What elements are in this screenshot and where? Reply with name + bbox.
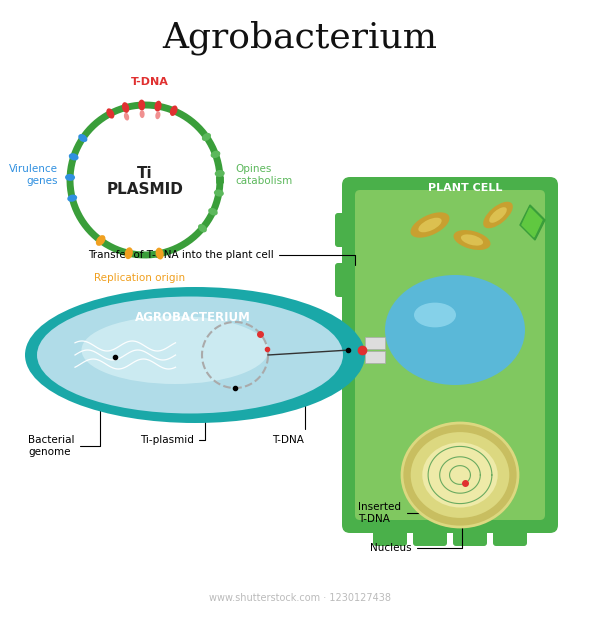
- Ellipse shape: [422, 443, 498, 508]
- Text: AGROBACTERIUM: AGROBACTERIUM: [135, 311, 251, 324]
- FancyBboxPatch shape: [533, 213, 557, 247]
- Ellipse shape: [489, 207, 507, 223]
- FancyBboxPatch shape: [493, 518, 527, 546]
- Text: Ti: Ti: [137, 167, 153, 182]
- Polygon shape: [522, 208, 542, 237]
- Ellipse shape: [215, 170, 225, 177]
- Ellipse shape: [138, 100, 145, 110]
- Text: Ti-plasmid: Ti-plasmid: [140, 378, 205, 445]
- Ellipse shape: [454, 230, 490, 250]
- Ellipse shape: [211, 151, 220, 158]
- Text: Opines
catabolism: Opines catabolism: [235, 164, 292, 186]
- Text: Virulence
genes: Virulence genes: [9, 164, 58, 186]
- Ellipse shape: [78, 134, 88, 142]
- Text: T-DNA: T-DNA: [272, 363, 305, 445]
- Ellipse shape: [410, 212, 449, 237]
- Ellipse shape: [461, 234, 483, 246]
- Text: Nucleus: Nucleus: [370, 513, 462, 553]
- Text: T-DNA: T-DNA: [131, 77, 169, 87]
- Polygon shape: [520, 205, 545, 240]
- FancyBboxPatch shape: [342, 177, 558, 533]
- FancyBboxPatch shape: [453, 518, 487, 546]
- Ellipse shape: [170, 105, 178, 116]
- Ellipse shape: [125, 247, 133, 259]
- Ellipse shape: [69, 153, 79, 161]
- FancyBboxPatch shape: [533, 263, 557, 297]
- Ellipse shape: [208, 208, 218, 216]
- Ellipse shape: [106, 108, 115, 118]
- Ellipse shape: [154, 100, 161, 112]
- Text: Transfer of T-DNA into the plant cell: Transfer of T-DNA into the plant cell: [88, 250, 355, 265]
- Text: Replication origin: Replication origin: [94, 273, 185, 283]
- FancyBboxPatch shape: [373, 518, 407, 546]
- Ellipse shape: [155, 247, 164, 260]
- FancyBboxPatch shape: [355, 190, 545, 520]
- Ellipse shape: [202, 133, 211, 141]
- Ellipse shape: [214, 190, 224, 197]
- Ellipse shape: [122, 102, 129, 113]
- Ellipse shape: [385, 275, 525, 385]
- Text: Bacterial
genome: Bacterial genome: [28, 363, 100, 456]
- Text: PLANT CELL: PLANT CELL: [428, 183, 502, 193]
- FancyBboxPatch shape: [335, 213, 359, 247]
- Ellipse shape: [67, 195, 77, 202]
- Text: www.shutterstock.com · 1230127438: www.shutterstock.com · 1230127438: [209, 593, 391, 603]
- Ellipse shape: [155, 112, 160, 119]
- FancyBboxPatch shape: [413, 518, 447, 546]
- Text: Agrobacterium: Agrobacterium: [163, 20, 437, 55]
- Text: PLASMID: PLASMID: [107, 182, 184, 198]
- Ellipse shape: [96, 235, 106, 246]
- Ellipse shape: [198, 224, 207, 232]
- Ellipse shape: [25, 287, 365, 423]
- Ellipse shape: [410, 432, 509, 518]
- Ellipse shape: [140, 110, 145, 118]
- Text: Inserted
T-DNA: Inserted T-DNA: [358, 471, 453, 524]
- FancyBboxPatch shape: [335, 263, 359, 297]
- Ellipse shape: [483, 202, 513, 228]
- Ellipse shape: [124, 113, 129, 120]
- FancyBboxPatch shape: [365, 337, 385, 349]
- Ellipse shape: [65, 174, 75, 181]
- Ellipse shape: [82, 316, 269, 384]
- Ellipse shape: [418, 218, 442, 232]
- Ellipse shape: [414, 303, 456, 327]
- Ellipse shape: [402, 423, 518, 527]
- FancyBboxPatch shape: [365, 351, 385, 363]
- Ellipse shape: [37, 296, 343, 414]
